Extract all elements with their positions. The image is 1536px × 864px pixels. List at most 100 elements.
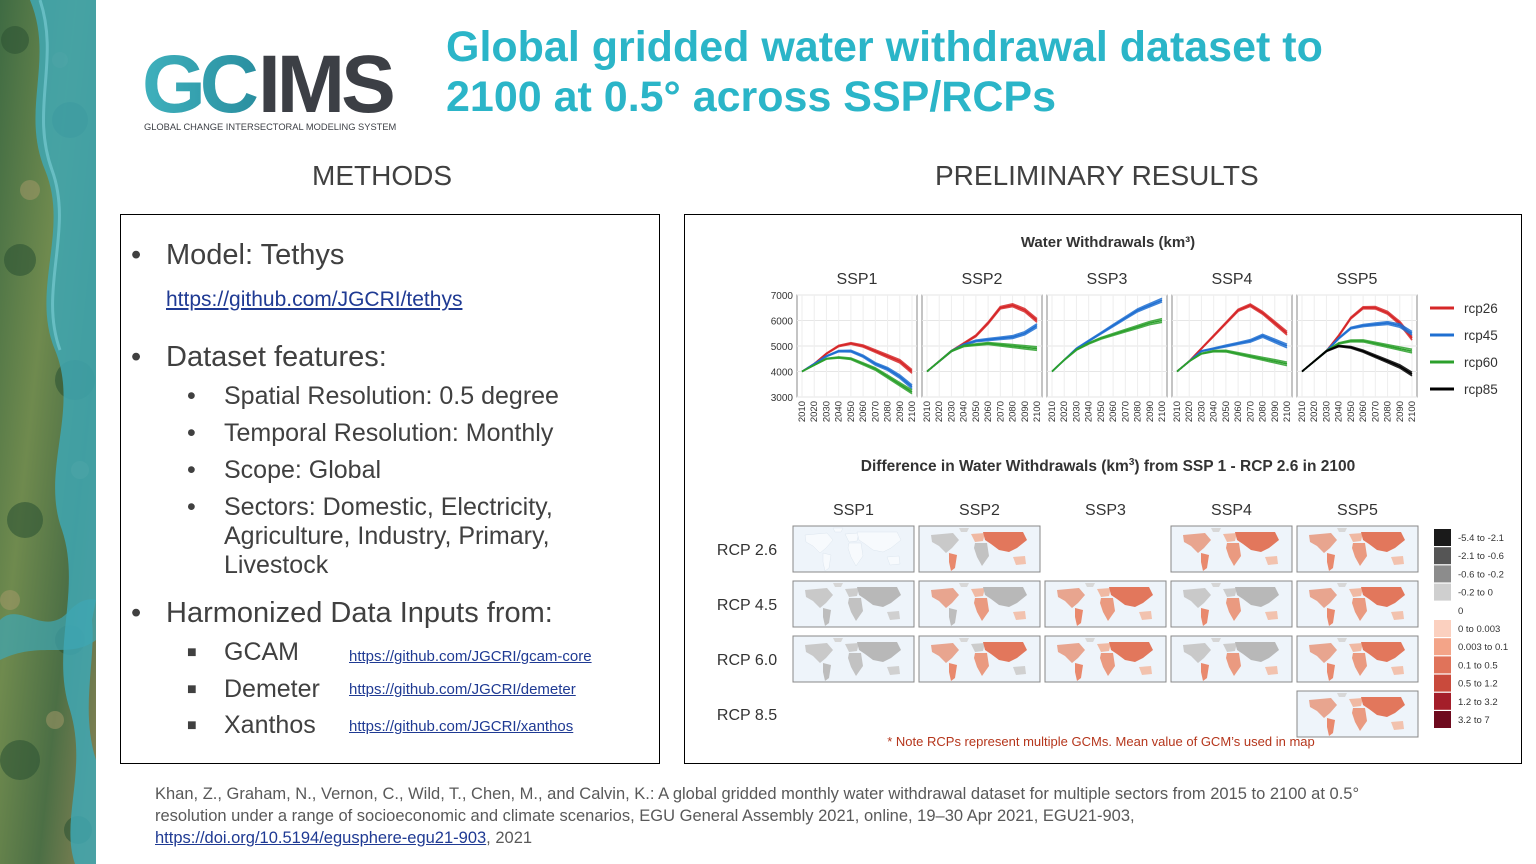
x-tick-label: 2080 (1133, 401, 1144, 422)
map-land (974, 653, 989, 676)
map-land (1075, 663, 1083, 681)
x-tick-label: 2090 (1270, 401, 1281, 422)
x-tick-label: 2020 (809, 401, 820, 422)
x-tick-label: 2010 (797, 401, 808, 422)
map-land (833, 638, 843, 642)
map-land (1337, 693, 1347, 697)
map-cell (792, 635, 915, 683)
legend-label: rcp60 (1464, 355, 1498, 370)
panel-label: SSP2 (962, 271, 1003, 288)
map-land (959, 638, 969, 642)
map-land (971, 588, 985, 597)
aerial-river-image (0, 0, 96, 864)
legend-color-box (1434, 565, 1451, 583)
legend-range-label: 0 (1458, 606, 1463, 617)
legend-range-label: 0.003 to 0.1 (1458, 642, 1508, 653)
map-land (1075, 608, 1083, 626)
x-tick-label: 2080 (1258, 401, 1269, 422)
legend-color-box (1434, 656, 1451, 674)
map-land (1349, 698, 1363, 707)
tethys-link[interactable]: https://github.com/JGCRI/tethys (166, 288, 463, 311)
map-land (1057, 643, 1085, 663)
map-land (1309, 533, 1337, 553)
y-tick-label: 6000 (771, 317, 794, 328)
citation-line-2: resolution under a range of socioeconomi… (155, 807, 1135, 825)
map-cell (792, 580, 915, 628)
gcam-link[interactable]: https://github.com/JGCRI/gcam-core (349, 648, 592, 665)
map-land (931, 533, 959, 553)
map-land (1235, 532, 1279, 552)
map-land (805, 643, 833, 663)
series-line-rcp60 (1051, 317, 1163, 373)
legend-color-box (1434, 583, 1451, 601)
legend-color-box (1434, 547, 1451, 565)
legend-range-label: 3.2 to 7 (1458, 715, 1490, 726)
map-land (1352, 543, 1367, 566)
map-land (1085, 583, 1095, 587)
legend-label: rcp26 (1464, 301, 1498, 316)
legend-label: rcp45 (1464, 328, 1498, 343)
title-line-2: 2100 at 0.5° across SSP/RCPs (446, 73, 1056, 121)
map-land (1109, 587, 1153, 607)
map-land (1223, 643, 1237, 652)
series-line-rcp60 (926, 341, 1038, 373)
xanthos-link[interactable]: https://github.com/JGCRI/xanthos (349, 718, 574, 735)
panel-label: SSP3 (1087, 271, 1128, 288)
map-land (845, 643, 859, 652)
map-land (1327, 718, 1335, 736)
map-cell (1296, 525, 1419, 573)
map-land (1183, 643, 1211, 663)
map-land (833, 583, 843, 587)
map-land (1211, 583, 1221, 587)
results-heading: PRELIMINARY RESULTS (935, 160, 1259, 191)
series-line-rcp60 (801, 356, 913, 391)
gcims-logo: GC IMS GLOBAL CHANGE INTERSECTORAL MODEL… (140, 38, 410, 138)
map-land (971, 533, 985, 542)
line-panel: SSP1 2010 2020 2030 2040 2050 2060 2070 2080 2090… (771, 271, 918, 422)
series-line-rcp85 (1301, 344, 1413, 373)
map-land (848, 653, 863, 676)
map-land (1265, 611, 1278, 620)
x-tick-label: 2040 (959, 401, 970, 422)
map-land (1100, 653, 1115, 676)
map-land (1327, 663, 1335, 681)
map-land (949, 553, 957, 571)
y-tick-label: 3000 (771, 393, 794, 404)
x-tick-label: 2050 (971, 401, 982, 422)
series-line-rcp26 (1176, 303, 1288, 373)
svg-text:IMS: IMS (258, 39, 393, 130)
demeter-link[interactable]: https://github.com/JGCRI/demeter (349, 681, 576, 698)
map-land (1223, 588, 1237, 597)
map-land (1139, 666, 1152, 675)
legend-range-label: -0.2 to 0 (1458, 588, 1493, 599)
x-tick-label: 2070 (870, 401, 881, 422)
map-land (1097, 588, 1111, 597)
map-land (983, 587, 1027, 607)
x-tick-label: 2100 (1282, 401, 1293, 422)
x-tick-label: 2080 (1383, 401, 1394, 422)
legend-range-label: -2.1 to -0.6 (1458, 551, 1504, 562)
map-note: * Note RCPs represent multiple GCMs. Mea… (887, 734, 1314, 749)
map-land (1391, 721, 1404, 730)
map-land (949, 608, 957, 626)
legend-color-box (1434, 638, 1451, 656)
map-land (949, 663, 957, 681)
map-row-label: RCP 2.6 (717, 542, 777, 559)
map-row-label: RCP 4.5 (717, 597, 777, 614)
map-land (974, 543, 989, 566)
legend-range-label: 0.1 to 0.5 (1458, 660, 1498, 671)
map-land (1057, 588, 1085, 608)
line-panel: SSP2 2010 2020 2030 2040 2050 2060 2070 2080 2090… (921, 271, 1043, 422)
map-column-label: SSP1 (833, 502, 874, 519)
x-tick-label: 2090 (1145, 401, 1156, 422)
doi-link[interactable]: https://doi.org/10.5194/egusphere-egu21-… (155, 829, 487, 847)
x-tick-label: 2070 (995, 401, 1006, 422)
citation-year: , 2021 (486, 829, 533, 847)
map-land (1085, 638, 1095, 642)
map-land (857, 642, 901, 662)
x-tick-label: 2100 (1032, 401, 1043, 422)
map-land (1327, 608, 1335, 626)
map-land (1309, 588, 1337, 608)
legend-range-label: -5.4 to -2.1 (1458, 533, 1504, 544)
map-cell (918, 635, 1041, 683)
